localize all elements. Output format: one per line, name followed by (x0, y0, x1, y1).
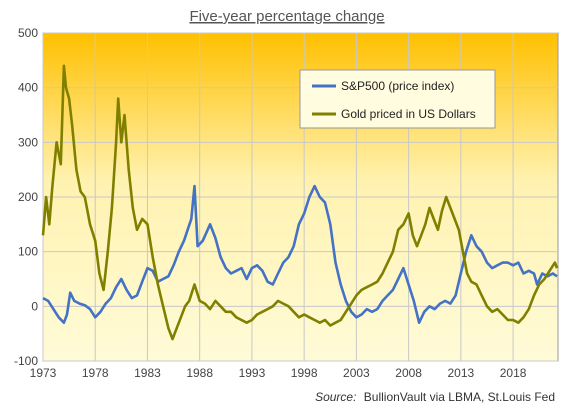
series-line-1 (41, 64, 559, 341)
legend-label-sp500: S&P500 (price index) (341, 79, 454, 93)
x-tick-label-2: 1983 (134, 366, 161, 380)
y-tick-label-4: 100 (18, 245, 38, 259)
x-tick-label-7: 2008 (395, 366, 422, 380)
x-tick-label-3: 1988 (186, 366, 213, 380)
y-axis: 500 400 300 200 100 0 -100 (14, 26, 38, 368)
x-axis: 1973 1978 1983 1988 1993 1998 2003 2008 2013 2018 (30, 366, 527, 380)
legend: S&P500 (price index) Gold priced in US D… (299, 69, 496, 129)
y-tick-label-0: 500 (18, 26, 38, 40)
series-layer (41, 64, 559, 341)
x-tick-label-6: 2003 (343, 366, 370, 380)
source-label: Source: (315, 390, 356, 404)
x-tick-label-4: 1993 (239, 366, 266, 380)
x-tick-label-8: 2013 (447, 366, 474, 380)
y-tick-label-6: -100 (14, 354, 38, 368)
x-tick-label-5: 1998 (291, 366, 318, 380)
source-note: Source: BullionVault via LBMA, St.Louis … (315, 390, 555, 404)
chart-title: Five-year percentage change (189, 8, 384, 25)
svg-text:Source: BullionVault via: Source: BullionVault via LBMA, St.Louis … (315, 390, 555, 404)
x-tick-label-9: 2018 (500, 366, 527, 380)
x-tick-label-1: 1978 (82, 366, 109, 380)
x-tick-label-0: 1973 (30, 366, 57, 380)
y-tick-label-2: 300 (18, 135, 38, 149)
y-tick-label-1: 400 (18, 81, 38, 95)
y-tick-label-5: 0 (31, 299, 38, 313)
series-line-0 (42, 184, 558, 324)
y-tick-label-3: 200 (18, 190, 38, 204)
source-text: BullionVault via LBMA, St.Louis Fed (364, 390, 555, 404)
legend-box (299, 69, 496, 129)
legend-label-gold: Gold priced in US Dollars (341, 107, 476, 121)
